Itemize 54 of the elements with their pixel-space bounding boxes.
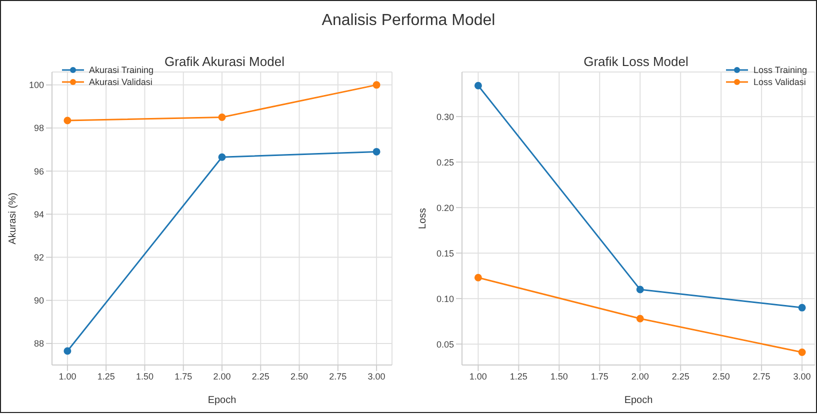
y-tick-label: 90	[34, 296, 44, 306]
point	[218, 113, 226, 121]
x-axis-title: Epoch	[624, 395, 653, 406]
point	[64, 116, 72, 124]
text: Analisis Performa Model	[320, 12, 496, 30]
x-tick-label: 2.25	[672, 371, 690, 382]
x-tick-label: 2.50	[712, 371, 730, 382]
y-tick-label: 92	[34, 252, 44, 262]
x-tick-label: 1.75	[174, 371, 192, 382]
y-tick-label: 0.30	[436, 112, 454, 122]
x-tick-label: 1.25	[510, 371, 528, 382]
legend-label: Loss Training	[753, 65, 807, 75]
y-tick-label: 100	[28, 80, 44, 90]
legend-label: Loss Validasi	[753, 77, 806, 87]
point	[372, 81, 380, 89]
y-tick-label: 98	[34, 123, 44, 134]
point	[636, 286, 644, 294]
y-tick-label: 0.05	[436, 339, 454, 350]
point	[636, 314, 644, 322]
x-tick-label: 2.50	[290, 371, 308, 382]
y-axis-title: Akurasi (%)	[8, 192, 19, 244]
point	[798, 304, 806, 312]
x-tick-label: 2.00	[213, 371, 231, 382]
x-tick-label: 2.75	[329, 371, 347, 382]
y-tick-label: 0.15	[436, 248, 454, 258]
x-tick-label: 2.25	[252, 371, 270, 382]
legend-label: Akurasi Training	[89, 65, 154, 75]
y-tick-label: 94	[34, 209, 44, 220]
x-tick-label: 3.00	[368, 371, 386, 382]
x-tick-label: 1.25	[97, 371, 115, 382]
point	[218, 153, 226, 161]
x-axis-title: Epoch	[208, 395, 236, 406]
point	[372, 148, 380, 156]
point	[474, 82, 482, 90]
y-tick-label: 96	[34, 166, 44, 176]
x-tick-label: 2.00	[631, 371, 649, 382]
x-tick-label: 1.75	[590, 371, 608, 382]
point	[64, 347, 72, 355]
y-tick-label: 88	[34, 338, 44, 349]
x-tick-label: 1.50	[136, 371, 154, 382]
x-tick-label: 1.50	[550, 371, 568, 382]
y-tick-label: 0.10	[436, 294, 454, 304]
y-tick-label: 0.20	[436, 202, 454, 213]
chart-title: Grafik Akurasi Model	[164, 54, 284, 69]
point	[474, 274, 482, 282]
chart-title: Grafik Loss Model	[584, 54, 688, 69]
point	[798, 348, 806, 356]
x-tick-label: 1.00	[58, 371, 76, 382]
y-tick-label: 0.25	[436, 157, 454, 168]
y-axis-title: Loss	[418, 208, 429, 230]
x-tick-label: 2.75	[752, 371, 770, 382]
x-tick-label: 1.00	[469, 371, 487, 382]
x-tick-label: 3.00	[793, 371, 811, 382]
legend-label: Akurasi Validasi	[89, 77, 152, 87]
